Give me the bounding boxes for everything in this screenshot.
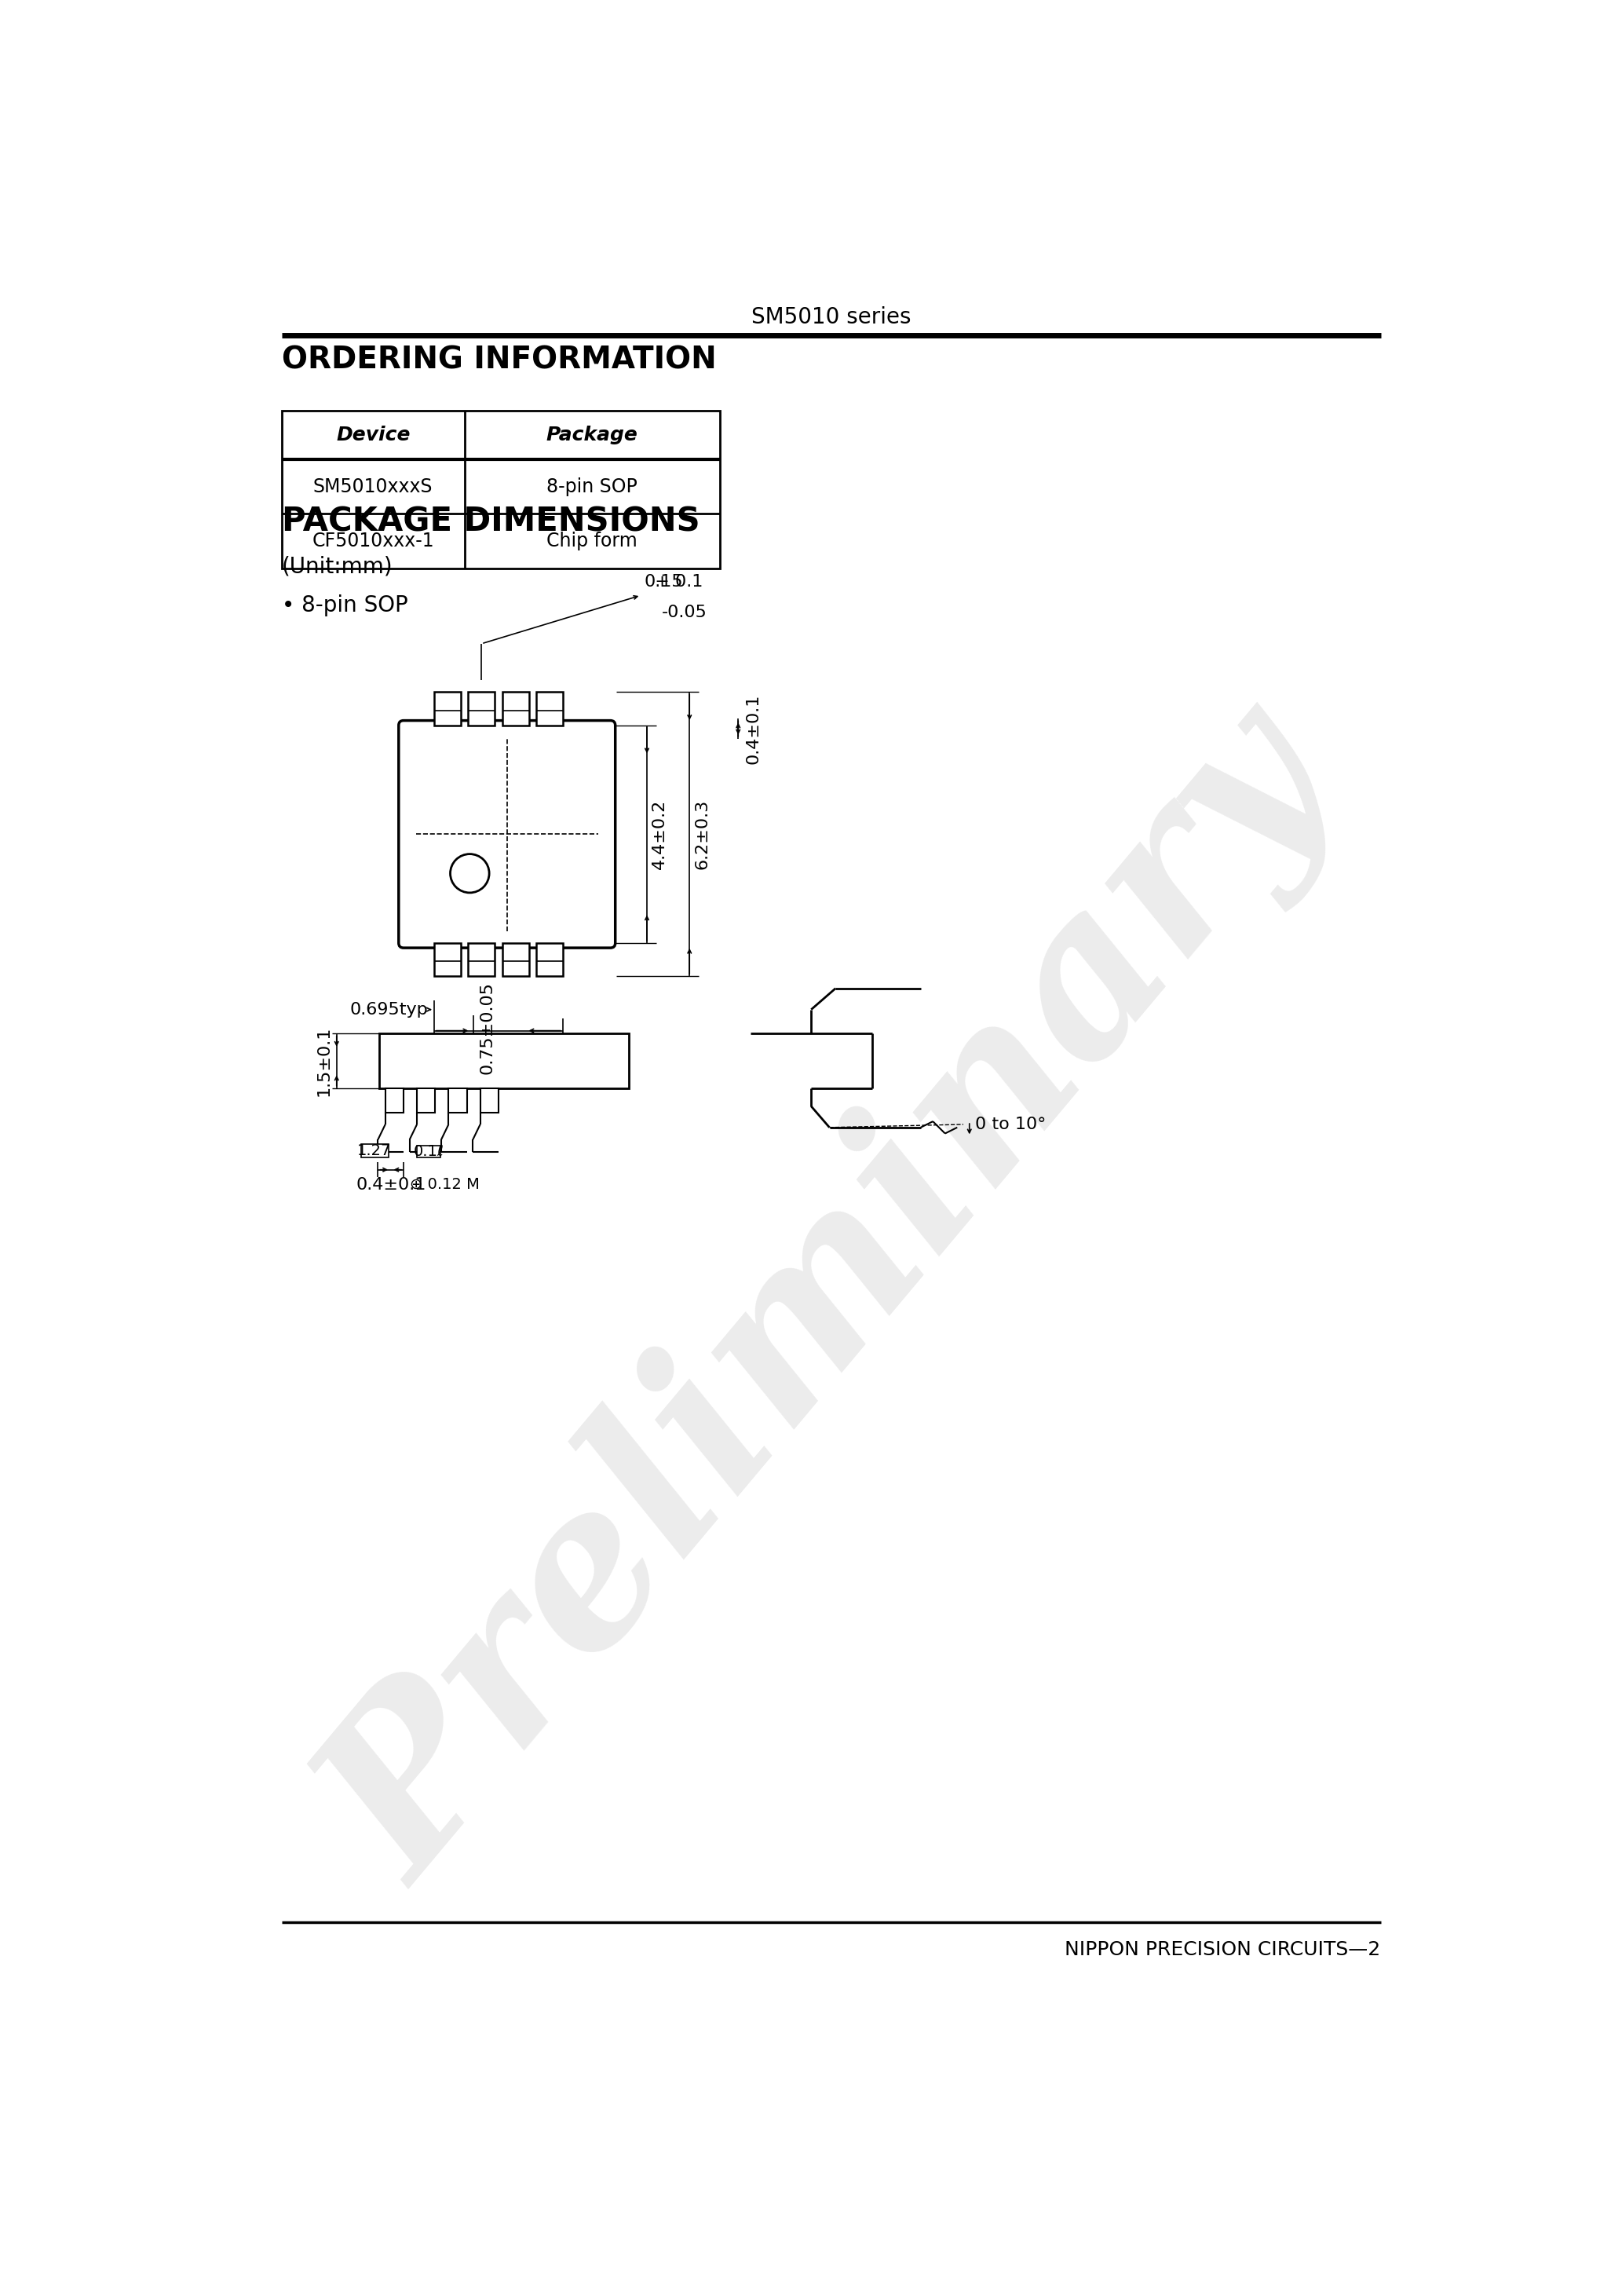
Bar <box>417 1146 440 1157</box>
Text: 0.4±0.1: 0.4±0.1 <box>355 1178 427 1192</box>
Bar <box>480 1088 498 1111</box>
Text: 1.5±0.1: 1.5±0.1 <box>316 1026 333 1095</box>
Text: SM5010xxxS: SM5010xxxS <box>313 478 433 496</box>
Text: ORDERING INFORMATION: ORDERING INFORMATION <box>282 344 717 374</box>
Bar <box>469 944 495 976</box>
Text: PACKAGE DIMENSIONS: PACKAGE DIMENSIONS <box>282 505 701 537</box>
Text: Package: Package <box>547 425 637 445</box>
Bar <box>537 944 563 976</box>
Text: 0.15: 0.15 <box>644 574 683 590</box>
Text: 0 to 10°: 0 to 10° <box>975 1116 1046 1132</box>
Text: 6.2±0.3: 6.2±0.3 <box>694 799 710 870</box>
Bar <box>503 691 529 726</box>
Bar <box>435 944 461 976</box>
Text: 0.4±0.1: 0.4±0.1 <box>746 693 761 765</box>
Bar <box>449 1088 467 1111</box>
Bar <box>435 691 461 726</box>
Text: ⊕ 0.12 M: ⊕ 0.12 M <box>410 1178 480 1192</box>
Text: SM5010 series: SM5010 series <box>751 305 912 328</box>
Text: Chip form: Chip form <box>547 533 637 551</box>
Text: 1.27: 1.27 <box>357 1143 391 1159</box>
Text: 0.695typ: 0.695typ <box>350 1001 428 1017</box>
Text: NIPPON PRECISION CIRCUITS—2: NIPPON PRECISION CIRCUITS—2 <box>1066 1940 1380 1958</box>
Bar <box>417 1088 435 1111</box>
FancyBboxPatch shape <box>399 721 615 948</box>
Text: + 0.1: + 0.1 <box>644 574 702 590</box>
Text: -0.05: -0.05 <box>662 604 707 620</box>
Bar <box>537 691 563 726</box>
Text: 0.75±0.05: 0.75±0.05 <box>480 980 495 1075</box>
Text: Device: Device <box>336 425 410 445</box>
Bar <box>503 944 529 976</box>
Bar <box>282 411 720 567</box>
Text: Preliminary: Preliminary <box>287 682 1375 1922</box>
Text: CF5010xxx-1: CF5010xxx-1 <box>311 533 435 551</box>
Text: (Unit:mm): (Unit:mm) <box>282 556 393 576</box>
Text: 5.2±0.3: 5.2±0.3 <box>464 1038 534 1054</box>
Bar <box>380 1033 629 1088</box>
Bar <box>362 1143 388 1157</box>
Text: 0.1ℓ: 0.1ℓ <box>414 1143 444 1159</box>
Text: 4.4±0.2: 4.4±0.2 <box>652 799 668 870</box>
Bar <box>386 1088 404 1111</box>
Text: 8-pin SOP: 8-pin SOP <box>547 478 637 496</box>
Bar <box>469 691 495 726</box>
Text: • 8-pin SOP: • 8-pin SOP <box>282 595 409 618</box>
